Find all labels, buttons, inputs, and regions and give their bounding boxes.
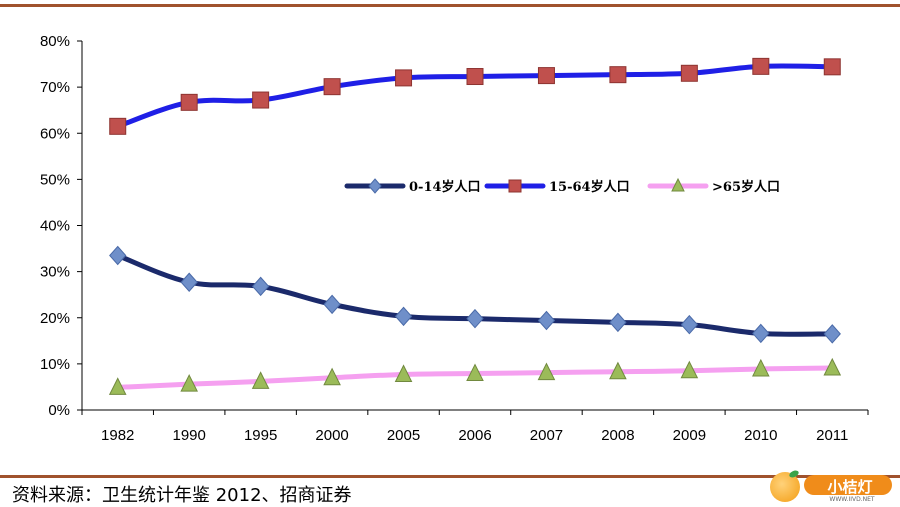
data-point [680,64,698,82]
series-0 [109,245,841,344]
legend-marker [368,178,382,194]
x-tick-label: 1990 [172,427,205,444]
series-2 [108,357,842,395]
data-point [323,367,341,386]
y-tick-label: 30% [40,264,70,281]
orange-icon [770,472,800,502]
data-point [823,324,841,344]
x-tick-label: 1995 [244,427,277,444]
series-1 [109,57,841,135]
y-tick-label: 60% [40,125,70,142]
data-point [466,363,484,382]
data-point [395,69,413,87]
legend-item: 15-64岁人口 [484,179,630,195]
data-point [823,357,842,376]
x-tick-label: 2011 [816,427,848,444]
chart-series [108,57,842,395]
logo-site: WWW.IIVD.NET [829,496,875,503]
data-point [680,314,699,335]
data-point [823,58,841,76]
data-point [609,361,627,380]
legend-label: 15-64岁人口 [549,179,630,195]
data-point [108,377,127,395]
data-point [680,360,699,379]
top-divider [0,0,900,10]
data-point [323,294,341,315]
x-tick-label: 2005 [387,427,420,444]
y-tick-label: 20% [40,310,70,327]
data-point [109,245,127,266]
y-tick-label: 40% [40,218,70,235]
chart-legend: 0-14岁人口 15-64岁人口 >65岁人口 [344,177,780,195]
brand-logo: 小桔灯 WWW.IIVD.NET [770,469,894,504]
data-point [180,374,198,392]
source-note: 资料来源：卫生统计年鉴 2012、招商证券 [12,485,352,506]
x-tick-label: 2010 [744,427,777,444]
data-point [252,91,270,109]
legend-item: 0-14岁人口 [344,178,481,195]
y-tick-label: 80% [40,33,70,50]
data-point [537,362,556,381]
data-point [394,364,413,382]
data-point [752,57,770,75]
y-tick-label: 70% [40,79,70,96]
data-point [752,358,770,377]
data-point [251,371,270,389]
legend-item: >65岁人口 [647,177,780,195]
legend-marker [671,177,685,192]
data-point [537,310,556,331]
x-tick-label: 2007 [530,427,563,444]
data-point [323,78,341,96]
data-point [180,272,198,292]
data-point [251,276,270,297]
bottom-divider [0,475,900,478]
x-tick-label: 2000 [315,427,348,444]
y-tick-label: 50% [40,171,70,188]
chart-axes: 0% 10% 20% 30% 40% 50% 60% 70% 80% 1982 1990 1995 20… [40,33,869,444]
population-line-chart: 0% 10% 20% 30% 40% 50% 60% 70% 80% 1982 1990 1995 20… [40,33,869,444]
data-point [180,93,198,111]
logo-pill [804,475,892,495]
x-tick-label: 2009 [673,427,706,444]
data-point [394,306,413,327]
x-tick-label: 2008 [601,427,634,444]
legend-label: >65岁人口 [712,179,780,195]
data-point [466,308,484,329]
y-tick-label: 10% [40,356,70,373]
data-point [466,68,484,86]
y-tick-label: 0% [48,402,70,419]
data-point [109,117,127,135]
legend-label: 0-14岁人口 [409,179,481,195]
x-tick-label: 1982 [101,427,134,444]
logo-name: 小桔灯 [827,478,873,496]
data-point [752,323,770,344]
x-tick-label: 2006 [458,427,491,444]
data-point [537,67,555,85]
data-point [609,312,627,333]
data-point [609,66,627,84]
legend-marker [508,179,522,193]
